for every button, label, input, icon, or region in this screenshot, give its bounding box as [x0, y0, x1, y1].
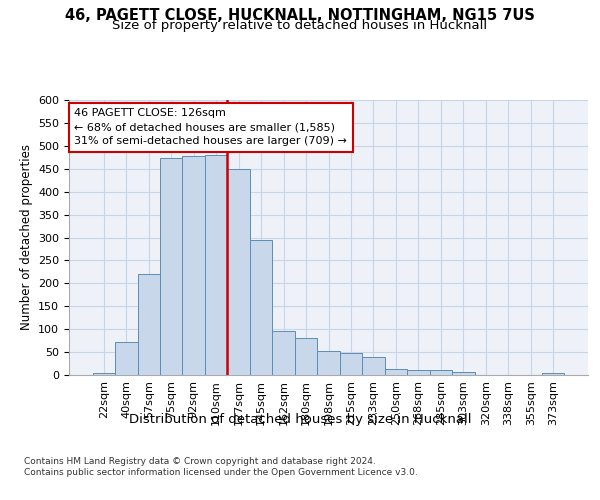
Bar [160, 158, 182, 375]
Bar [137, 274, 160, 375]
Bar [385, 369, 407, 375]
Bar [317, 350, 340, 375]
Bar [115, 342, 137, 375]
Bar [362, 356, 385, 375]
Bar [205, 155, 227, 375]
Bar [542, 372, 565, 375]
Bar [407, 370, 430, 375]
Y-axis label: Number of detached properties: Number of detached properties [20, 144, 32, 330]
Bar [340, 354, 362, 375]
Text: 46, PAGETT CLOSE, HUCKNALL, NOTTINGHAM, NG15 7US: 46, PAGETT CLOSE, HUCKNALL, NOTTINGHAM, … [65, 8, 535, 22]
Bar [272, 332, 295, 375]
Text: Size of property relative to detached houses in Hucknall: Size of property relative to detached ho… [112, 19, 488, 32]
Text: 46 PAGETT CLOSE: 126sqm
← 68% of detached houses are smaller (1,585)
31% of semi: 46 PAGETT CLOSE: 126sqm ← 68% of detache… [74, 108, 347, 146]
Bar [295, 338, 317, 375]
Text: Contains HM Land Registry data © Crown copyright and database right 2024.
Contai: Contains HM Land Registry data © Crown c… [24, 458, 418, 477]
Bar [452, 372, 475, 375]
Bar [92, 372, 115, 375]
Bar [430, 370, 452, 375]
Bar [182, 156, 205, 375]
Text: Distribution of detached houses by size in Hucknall: Distribution of detached houses by size … [129, 412, 471, 426]
Bar [250, 240, 272, 375]
Bar [227, 169, 250, 375]
